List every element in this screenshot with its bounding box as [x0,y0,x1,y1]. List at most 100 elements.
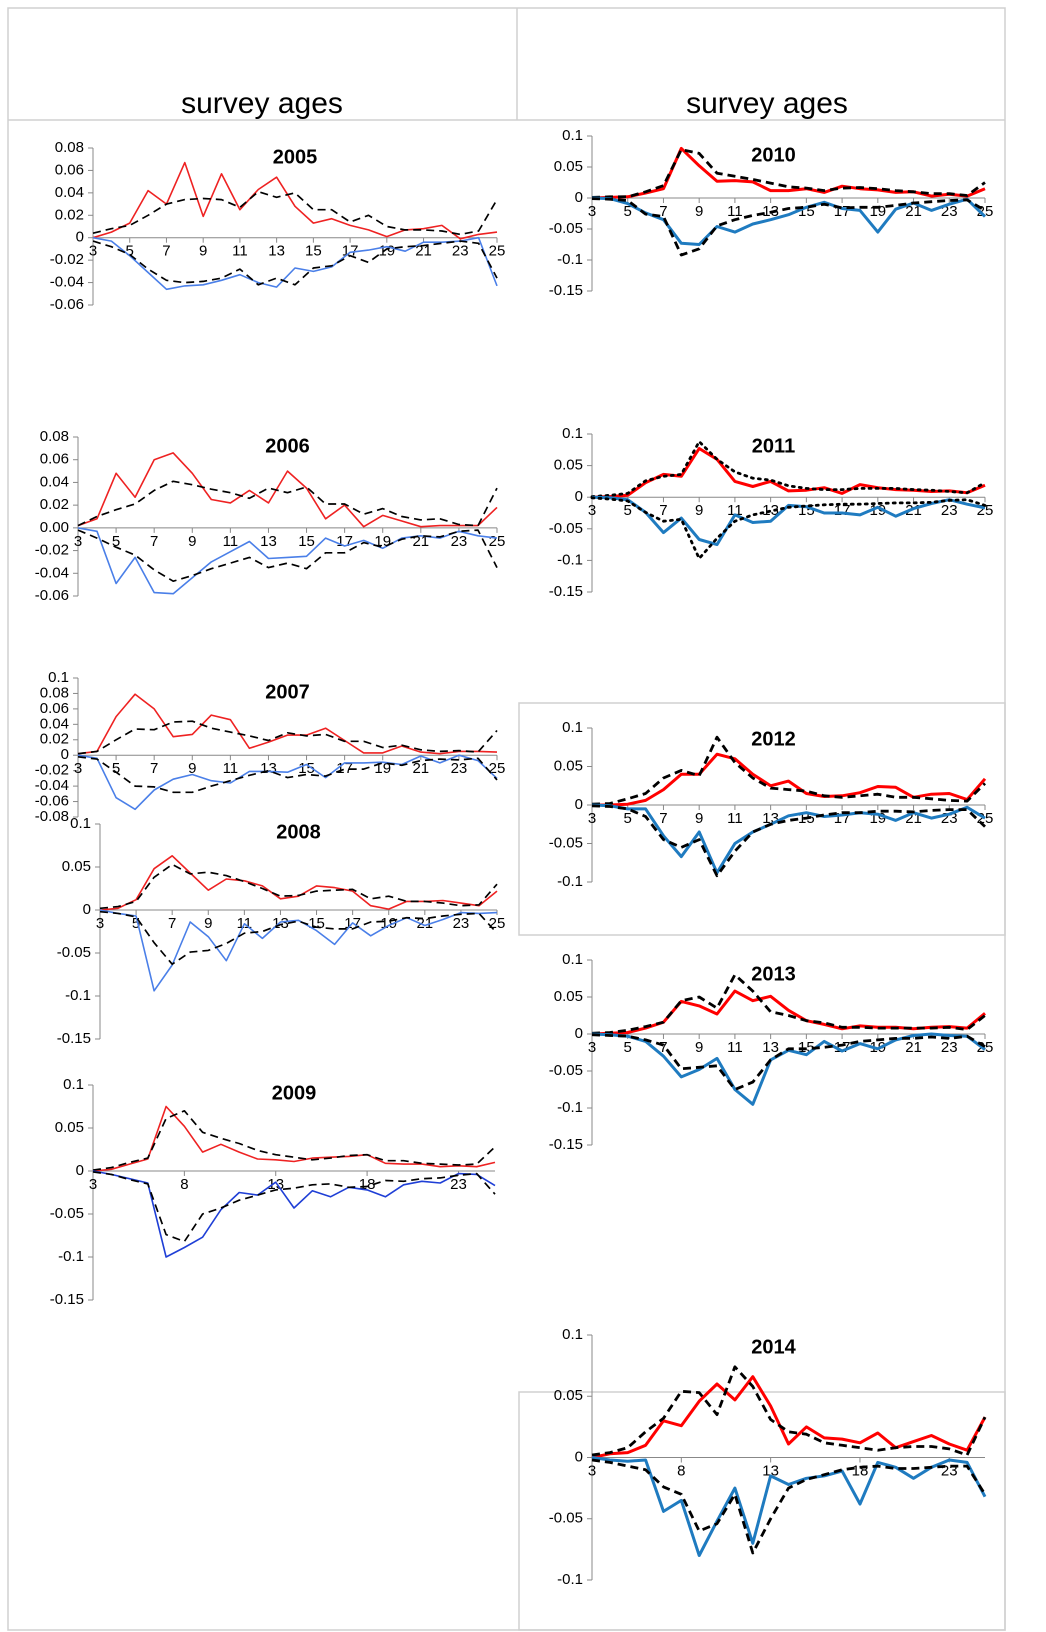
x-tick-label: 11 [727,502,743,519]
x-tick-label: 5 [624,203,632,220]
y-tick-label: 0 [575,796,583,813]
x-tick-label: 3 [96,915,104,932]
x-tick-label: 13 [268,243,285,260]
y-tick-label: 0 [575,189,583,206]
y-tick-label: 0.08 [40,428,69,445]
y-tick-label: 0.02 [40,731,69,748]
series-line [92,190,498,236]
series-line [77,693,498,755]
x-tick-label: 9 [204,915,212,932]
x-tick-label: 3 [588,810,596,827]
series-line [591,735,986,806]
x-tick-label: 5 [624,1039,632,1056]
x-tick-label: 11 [727,203,743,220]
series-line [77,529,498,583]
x-tick-label: 25 [489,760,506,777]
x-tick-label: 9 [188,533,196,550]
y-tick-label: 0 [76,229,84,246]
series-line [77,720,498,755]
y-tick-label: 0.04 [55,184,84,201]
x-tick-label: 19 [374,533,391,550]
series-line [590,440,987,498]
y-tick-label: 0.05 [55,1119,84,1136]
y-tick-label: 0 [61,746,69,763]
chart-title: 2010 [751,144,796,166]
y-tick-label: -0.05 [549,1510,583,1527]
y-tick-label: -0.1 [557,1571,583,1588]
x-tick-label: 3 [588,502,596,519]
y-tick-label: 0.1 [562,127,583,144]
x-tick-label: 8 [677,1462,685,1479]
y-tick-label: 0.1 [562,951,583,968]
x-tick-label: 3 [588,1462,596,1479]
y-tick-label: -0.1 [557,873,583,890]
x-tick-label: 9 [695,810,703,827]
x-tick-label: 19 [869,203,886,220]
x-tick-label: 17 [336,760,353,777]
x-tick-label: 9 [695,203,703,220]
chart-title: 2013 [751,963,796,985]
x-tick-label: 5 [112,533,120,550]
x-tick-label: 15 [308,915,325,932]
y-tick-label: 0.05 [554,158,583,175]
x-tick-label: 21 [412,760,429,777]
y-tick-label: 0.06 [40,451,69,468]
y-tick-label: 0.04 [40,715,69,732]
y-tick-label: 0.04 [40,473,69,490]
y-tick-label: -0.15 [57,1030,91,1047]
y-tick-label: -0.02 [35,762,69,779]
series-line [591,146,986,200]
y-tick-label: -0.1 [557,551,583,568]
y-tick-label: 0.1 [562,425,583,442]
x-tick-label: 3 [89,1176,97,1193]
y-tick-label: 0.00 [40,519,69,536]
x-tick-label: 17 [834,1039,851,1056]
x-tick-label: 3 [89,243,97,260]
series-line [591,1032,986,1106]
series-line [591,196,987,246]
series-line [591,1456,987,1557]
x-tick-label: 23 [453,915,470,932]
x-tick-label: 11 [232,243,248,260]
x-tick-label: 3 [588,203,596,220]
x-tick-label: 7 [659,203,667,220]
y-tick-label: -0.04 [50,274,84,291]
x-tick-label: 13 [762,1462,779,1479]
y-tick-label: -0.15 [549,1136,583,1153]
series-line [591,197,986,257]
series-line [591,1033,986,1091]
chart-title: 2011 [752,435,795,457]
y-tick-label: 0.06 [55,161,84,178]
y-tick-label: 0.08 [40,684,69,701]
y-tick-label: 0.05 [62,858,91,875]
y-tick-label: -0.15 [549,282,583,299]
chart-title: 2006 [265,435,310,457]
series-line [591,1458,987,1555]
x-tick-label: 3 [74,760,82,777]
x-tick-label: 23 [941,1039,958,1056]
series-line [99,909,498,992]
x-tick-label: 23 [452,243,469,260]
x-tick-label: 15 [298,760,315,777]
chart-title: 2014 [751,1336,796,1358]
series-line [99,863,498,910]
y-tick-label: -0.15 [50,1291,84,1308]
y-tick-label: 0 [83,901,91,918]
x-tick-label: 11 [727,1039,743,1056]
series-line [99,910,498,966]
column-header: survey ages [686,87,848,120]
y-tick-label: 0.1 [562,719,583,736]
x-tick-label: 5 [624,502,632,519]
x-tick-label: 9 [188,760,196,777]
x-tick-label: 15 [298,533,315,550]
y-tick-label: 0.02 [40,496,69,513]
series-line [92,1105,496,1172]
x-tick-label: 7 [150,760,158,777]
series-line [92,161,498,240]
x-tick-label: 23 [450,1176,467,1193]
y-tick-label: 0.05 [554,988,583,1005]
x-tick-label: 23 [451,760,468,777]
series-line [591,973,986,1035]
y-tick-label: 0 [76,1162,84,1179]
